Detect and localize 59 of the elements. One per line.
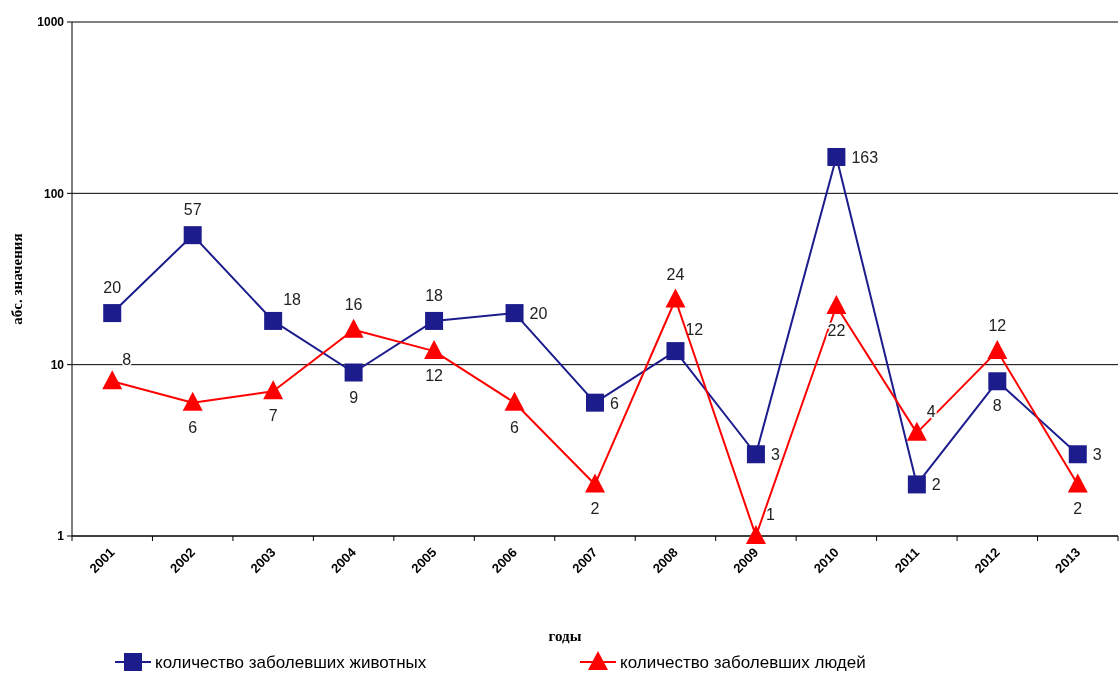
- point: [827, 147, 846, 166]
- y-tick-label: 1: [57, 529, 65, 544]
- point: [425, 311, 444, 330]
- point: [745, 525, 766, 544]
- point: [263, 380, 284, 400]
- point: [102, 370, 123, 390]
- point: [103, 304, 122, 323]
- data-label: 6: [610, 394, 619, 412]
- data-label: 6: [510, 418, 520, 436]
- data-label: 7: [268, 407, 278, 425]
- y-tick-label: 10: [50, 357, 65, 372]
- data-label: 12: [988, 317, 1007, 335]
- data-label: 24: [666, 265, 685, 283]
- data-label: 163: [851, 148, 879, 166]
- data-label: 9: [349, 388, 359, 406]
- point: [343, 318, 364, 338]
- point: [586, 393, 604, 412]
- point: [988, 372, 1007, 391]
- data-label: 16: [344, 295, 363, 313]
- point: [504, 391, 525, 411]
- data-label: 4: [926, 402, 936, 420]
- data-label: 18: [283, 290, 302, 308]
- point: [264, 311, 283, 330]
- data-label: 6: [188, 418, 198, 436]
- y-axis-title: абс. значения: [9, 233, 25, 325]
- legend-label: количество заболевших людей: [620, 652, 866, 672]
- data-label: 2: [931, 476, 941, 494]
- y-tick-label: 100: [43, 186, 65, 201]
- x-axis-title: годы: [548, 628, 582, 644]
- point: [746, 445, 765, 464]
- point: [1068, 445, 1087, 464]
- data-label: 20: [529, 305, 548, 323]
- point: [665, 288, 686, 308]
- point: [987, 340, 1008, 360]
- data-label: 18: [425, 286, 444, 304]
- data-label: 12: [425, 367, 444, 385]
- point: [344, 363, 363, 382]
- point: [183, 226, 202, 245]
- data-label: 12: [685, 321, 704, 339]
- point: [505, 304, 524, 323]
- point: [907, 475, 926, 494]
- data-label: 3: [1092, 446, 1102, 464]
- y-tick-label: 1000: [37, 15, 65, 30]
- point: [906, 421, 927, 441]
- data-label: 57: [183, 201, 202, 219]
- data-label: 1: [765, 506, 775, 523]
- data-label: 20: [103, 279, 122, 297]
- data-label: 8: [992, 397, 1002, 415]
- point: [182, 391, 203, 411]
- data-label: 2: [1073, 500, 1083, 518]
- point: [826, 295, 847, 314]
- point: [585, 473, 605, 493]
- data-label: 2: [590, 500, 600, 518]
- point: [1067, 473, 1088, 493]
- data-label: 22: [827, 322, 846, 339]
- data-label: 3: [770, 446, 780, 464]
- legend-label: количество заболевших животных: [155, 652, 427, 672]
- point: [424, 340, 445, 360]
- point: [666, 342, 685, 361]
